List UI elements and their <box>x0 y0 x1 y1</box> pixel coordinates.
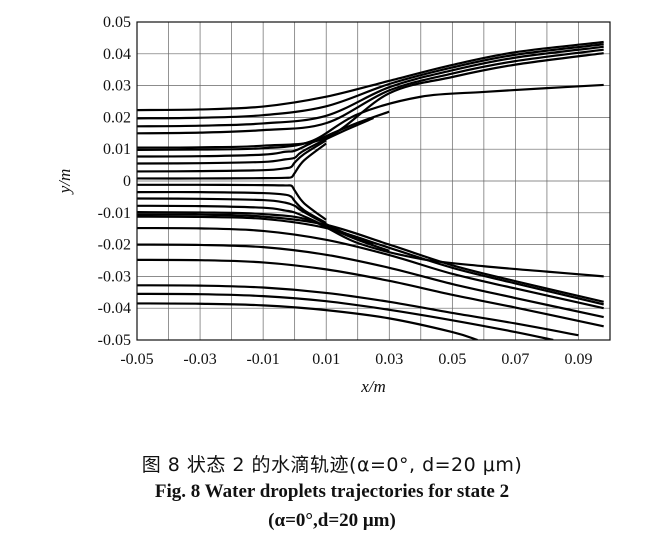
y-axis-label: y/m <box>55 169 74 196</box>
x-tick-label: 0.09 <box>564 351 592 368</box>
y-tick-label: 0.01 <box>103 141 131 158</box>
trajectory-line-2 <box>137 43 604 120</box>
x-tick-label: 0.01 <box>312 351 340 368</box>
y-tick-label: -0.02 <box>98 237 131 254</box>
trajectory-line-21 <box>137 284 579 337</box>
trajectory-line-8 <box>137 117 374 165</box>
x-tick-label: -0.03 <box>183 351 216 368</box>
y-tick-label: -0.03 <box>98 268 131 285</box>
x-axis-label: x/m <box>360 377 386 396</box>
y-tick-label: 0.04 <box>103 46 131 63</box>
y-tick-label: -0.01 <box>98 205 131 222</box>
x-tick-label: 0.03 <box>375 351 403 368</box>
trajectory-line-18 <box>137 226 604 310</box>
trajectory-line-5 <box>137 52 604 149</box>
x-tick-label: 0.07 <box>501 351 529 368</box>
trajectory-line-7 <box>137 110 390 158</box>
trajectory-line-11 <box>137 183 327 221</box>
y-tick-labels: 0.05 0.04 0.03 0.02 0.01 0 -0.01 -0.02 -0.03 -0.0… <box>98 14 131 349</box>
y-tick-label: 0 <box>123 173 131 190</box>
y-tick-label: 0.05 <box>103 14 131 31</box>
trajectory-line-6 <box>137 83 604 151</box>
trajectory-line-4 <box>137 48 604 135</box>
figure-caption-chinese: 图 8 状态 2 的水滴轨迹(α=0°, d=20 μm) <box>141 454 523 476</box>
trajectory-line-20 <box>137 258 604 328</box>
figure-caption-english-params: (α=0°,d=20 μm) <box>268 510 396 531</box>
trajectory-line-12 <box>137 190 327 224</box>
trajectory-chart: -0.05 -0.03 -0.01 0.01 0.03 0.05 0.07 0.09 0.05… <box>55 14 611 396</box>
x-tick-label: -0.05 <box>120 351 153 368</box>
trajectory-line-1 <box>137 40 604 112</box>
trajectory-line-13 <box>137 197 374 245</box>
y-tick-label: -0.05 <box>98 332 131 349</box>
x-tick-label: -0.01 <box>246 351 279 368</box>
trajectory-line-17 <box>137 215 604 306</box>
y-tick-label: 0.02 <box>103 109 131 126</box>
x-tick-label: 0.05 <box>438 351 466 368</box>
x-tick-labels: -0.05 -0.03 -0.01 0.01 0.03 0.05 0.07 0.09 <box>120 351 592 368</box>
figure-caption-english: Fig. 8 Water droplets trajectories for s… <box>154 481 510 502</box>
plot-frame <box>136 21 611 341</box>
grid-lines <box>136 21 610 341</box>
y-tick-label: 0.03 <box>103 78 131 95</box>
trajectory-line-16 <box>137 213 604 303</box>
trajectory-line-3 <box>137 45 604 128</box>
trajectory-line-9 <box>137 139 327 173</box>
trajectory-line-19 <box>137 243 604 319</box>
trajectory-line-22 <box>137 292 554 340</box>
trajectory-line-10 <box>137 142 327 180</box>
y-tick-label: -0.04 <box>98 300 131 317</box>
trajectory-lines <box>137 40 604 340</box>
trajectory-line-14 <box>137 204 390 252</box>
trajectory-line-15 <box>137 211 604 278</box>
trajectory-line-23 <box>137 302 478 340</box>
